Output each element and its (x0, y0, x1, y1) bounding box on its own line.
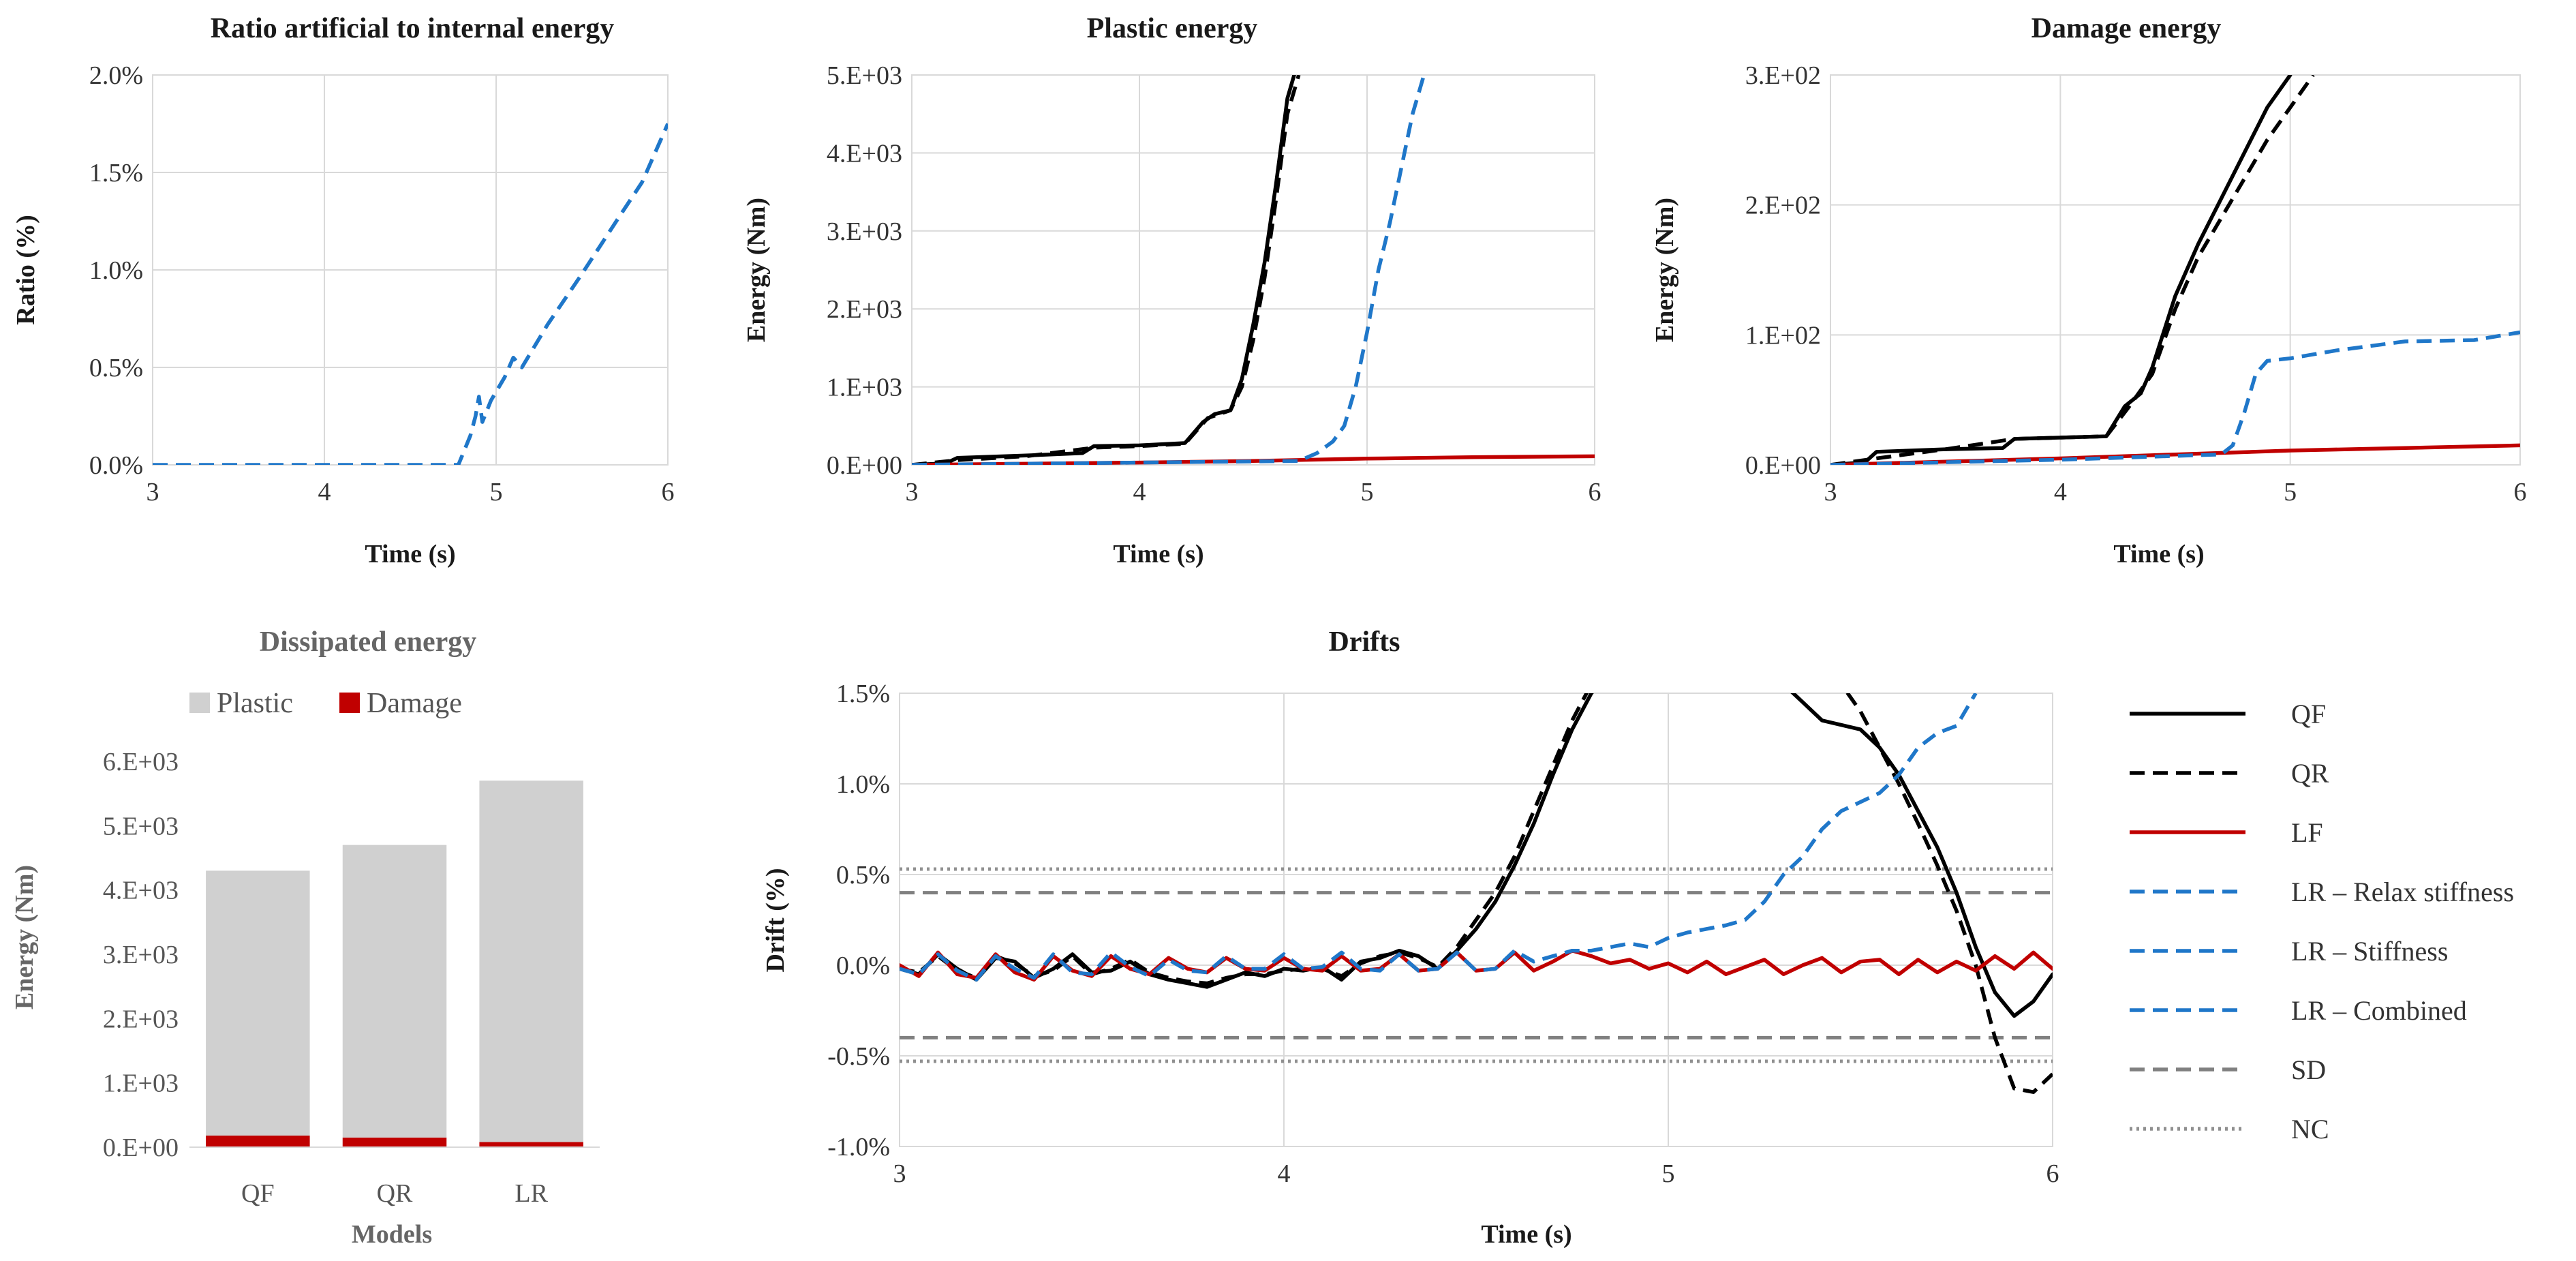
series-line-qf (900, 693, 2053, 1018)
legend-label-plastic: Plastic (217, 688, 293, 719)
x-tick-label: 4 (1278, 1159, 1291, 1188)
y-axis-label: Energy (Nm) (1651, 198, 1679, 342)
bar-damage-lr (479, 1142, 583, 1147)
x-axis-label: Time (s) (2113, 540, 2204, 568)
chart-title: Dissipated energy (260, 626, 477, 658)
legend-label: LR – Relax stiffness (2291, 877, 2514, 907)
y-tick-label: 2.E+03 (827, 295, 902, 324)
y-tick-label: 1.0% (836, 770, 890, 799)
y-tick-label: 1.E+03 (827, 374, 902, 402)
chart-ratio: Ratio artificial to internal energy 3 4 5 6… (12, 13, 675, 568)
plot-area (911, 74, 1595, 466)
y-tick-label: 5.E+03 (827, 61, 902, 90)
x-axis-label: Time (s) (365, 540, 455, 568)
y-tick-label: 2.E+03 (103, 1005, 179, 1033)
x-tick-label: 6 (1589, 478, 1601, 506)
x-tick-label: 3 (147, 478, 159, 506)
x-tick-label: 4 (2054, 478, 2067, 506)
x-tick-label: QF (241, 1179, 275, 1208)
chart-plastic: Plastic energy 3 4 5 6 0.E+00 1.E+03 2.E+03 3.E… (742, 13, 1601, 568)
x-tick-label: 6 (662, 478, 675, 506)
series-line-lr-relax-stiffness (900, 693, 1978, 982)
series-line-lr (912, 75, 1426, 465)
y-tick-label: 1.E+02 (1745, 321, 1821, 350)
y-tick-label: 6.E+03 (103, 748, 179, 776)
x-tick-label: 3 (893, 1159, 906, 1188)
x-tick-label: 5 (490, 478, 503, 506)
chart-dissipated: Dissipated energy Plastic Damage QF QR LR 0… (10, 626, 600, 1249)
y-tick-label: 3.E+03 (827, 217, 902, 246)
y-tick-label: 5.E+03 (103, 812, 179, 840)
bar-plastic-qr (342, 845, 447, 1138)
legend-label: SD (2291, 1054, 2326, 1085)
y-tick-label: 3.E+03 (103, 941, 179, 969)
plot-area (1830, 74, 2521, 466)
series-line-qf (1830, 75, 2293, 465)
series-line-qr (900, 693, 2053, 1094)
bar-damage-qr (342, 1137, 447, 1147)
y-tick-label: 4.E+03 (103, 877, 179, 905)
y-tick-label: 0.5% (89, 354, 143, 382)
series-line-qr (1830, 75, 2315, 465)
series-line-qr (912, 75, 1301, 465)
chart-title: Plastic energy (1087, 13, 1258, 44)
x-tick-label: 5 (2284, 478, 2297, 506)
x-tick-label: 4 (318, 478, 331, 506)
y-tick-label: 4.E+03 (827, 139, 902, 168)
chart-damage: Damage energy 3 4 5 6 0.E+00 1.E+02 2.E+02 3.E+… (1651, 13, 2527, 568)
y-tick-label: 0.0% (89, 451, 143, 480)
bar-plastic-qf (206, 870, 310, 1136)
y-tick-label: 1.0% (89, 256, 143, 285)
legend-swatch-plastic (189, 693, 210, 713)
legend-label: LR – Stiffness (2291, 936, 2448, 967)
x-tick-label: 6 (2514, 478, 2527, 506)
chart-title: Drifts (1329, 626, 1400, 658)
y-tick-label: 1.5% (836, 680, 890, 708)
x-axis-label: Models (352, 1220, 432, 1249)
x-tick-label: QR (377, 1179, 413, 1208)
y-tick-label: 2.E+02 (1745, 192, 1821, 220)
y-tick-label: 0.E+00 (103, 1134, 179, 1162)
y-tick-label: 0.0% (836, 952, 890, 980)
x-tick-label: 3 (1824, 478, 1837, 506)
legend-swatch-damage (339, 693, 360, 713)
series-line-lr (1830, 330, 2520, 465)
chart-title: Damage energy (2031, 13, 2222, 44)
y-axis-label: Energy (Nm) (10, 865, 39, 1009)
x-axis-label: Time (s) (1481, 1220, 1571, 1249)
y-tick-label: 0.E+00 (1745, 451, 1821, 480)
y-tick-label: 2.0% (89, 61, 143, 90)
y-axis-label: Ratio (%) (12, 215, 40, 324)
legend-label: QR (2291, 758, 2329, 789)
x-tick-label: 6 (2046, 1159, 2059, 1188)
x-tick-label: 3 (906, 478, 919, 506)
legend-label: LF (2291, 817, 2323, 848)
y-tick-label: -0.5% (827, 1042, 890, 1071)
legend-label-damage: Damage (367, 688, 462, 719)
x-tick-label: 5 (1361, 478, 1374, 506)
y-axis-label: Energy (Nm) (742, 198, 771, 342)
chart-drifts: Drifts 3 4 5 6 -1.0% -0.5% 0.0% 0.5% 1.0% 1.5% Ti… (761, 626, 2514, 1249)
legend-label: LR – Combined (2291, 995, 2467, 1026)
legend-label: NC (2291, 1114, 2329, 1144)
bar-plastic-lr (479, 780, 583, 1142)
legend-label: QF (2291, 699, 2326, 729)
y-tick-label: 0.5% (836, 861, 890, 890)
y-axis-label: Drift (%) (761, 868, 790, 973)
x-axis-label: Time (s) (1113, 540, 1203, 568)
x-tick-label: 5 (1662, 1159, 1675, 1188)
x-tick-label: LR (515, 1179, 548, 1208)
y-tick-label: -1.0% (827, 1133, 890, 1161)
chart-title: Ratio artificial to internal energy (211, 13, 615, 44)
series-line-lr (153, 123, 668, 465)
y-tick-label: 3.E+02 (1745, 61, 1821, 90)
x-tick-label: 4 (1133, 478, 1146, 506)
y-tick-label: 0.E+00 (827, 451, 902, 480)
series-line-qf (912, 75, 1296, 465)
y-tick-label: 1.5% (89, 159, 143, 187)
bar-damage-qf (206, 1136, 310, 1147)
y-tick-label: 1.E+03 (103, 1069, 179, 1098)
